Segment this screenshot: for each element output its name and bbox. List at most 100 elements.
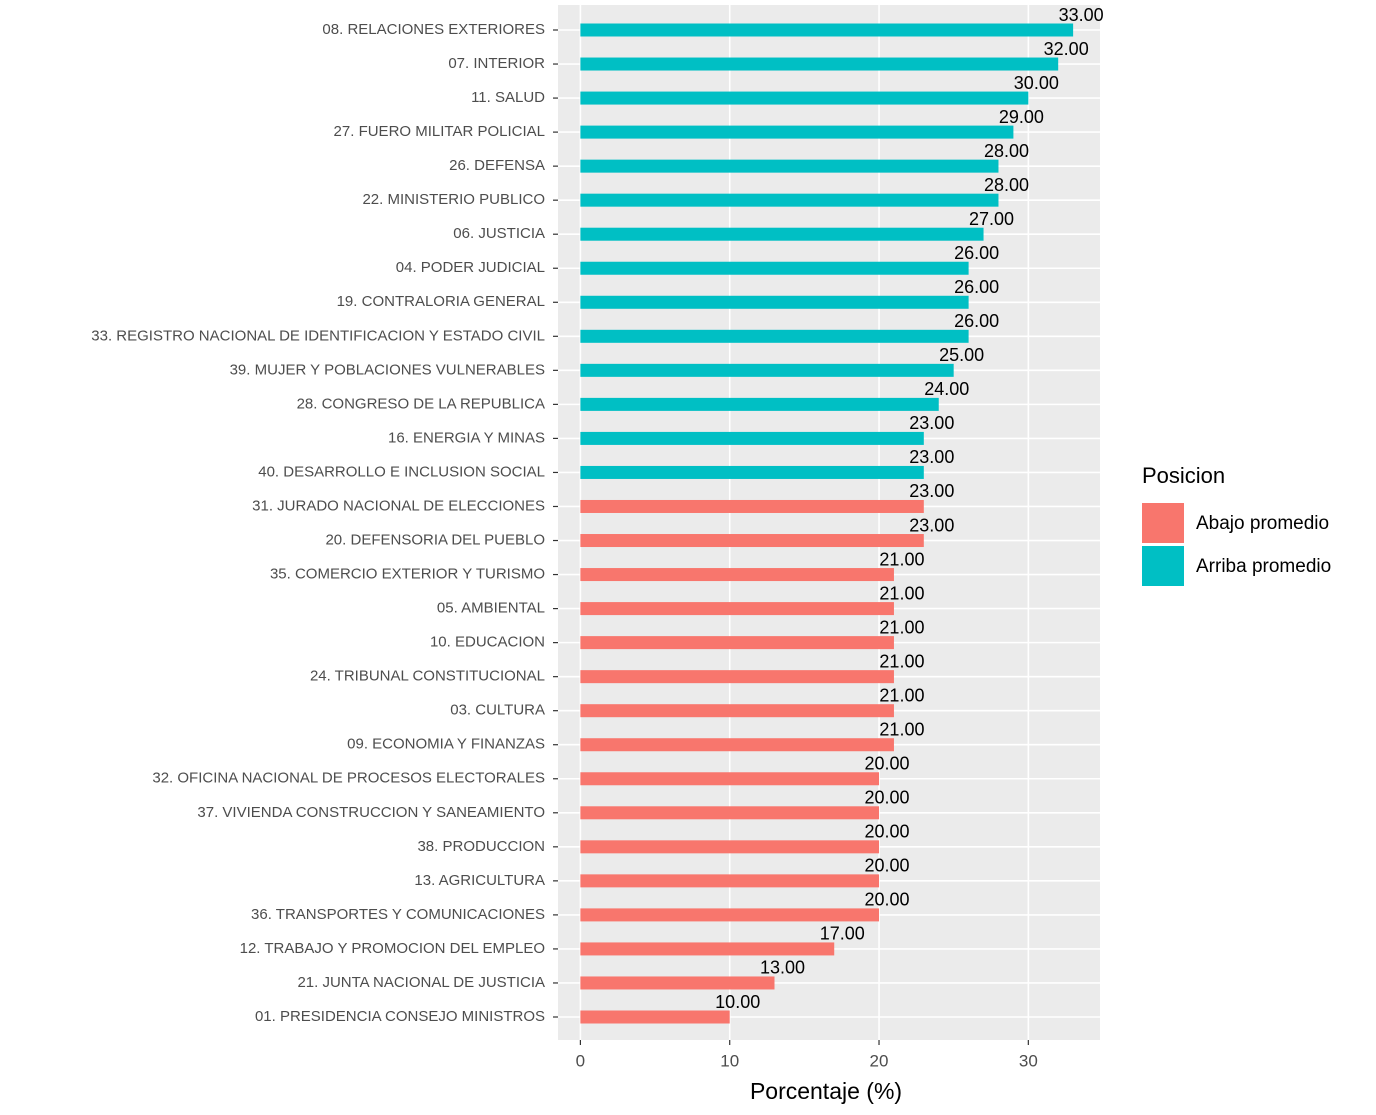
bar (580, 806, 880, 820)
bar (580, 568, 894, 582)
data-label: 21.00 (879, 617, 924, 637)
bar (580, 738, 894, 752)
bar (580, 397, 939, 411)
bar (580, 261, 969, 275)
bar (580, 636, 894, 650)
x-tick-label: 0 (576, 1051, 585, 1070)
bar (580, 670, 894, 684)
y-tick-label: 28. CONGRESO DE LA REPUBLICA (297, 395, 545, 412)
legend-label: Arriba promedio (1196, 556, 1331, 577)
data-label: 21.00 (879, 719, 924, 739)
bar (580, 431, 924, 445)
bar (580, 363, 954, 377)
bar (580, 227, 984, 241)
data-label: 23.00 (909, 413, 954, 433)
bar (580, 159, 999, 173)
data-label: 21.00 (879, 651, 924, 671)
y-tick-label: 11. SALUD (471, 89, 545, 106)
bar (580, 874, 880, 888)
bar (580, 193, 999, 207)
data-label: 13.00 (760, 958, 805, 978)
y-tick-label: 13. AGRICULTURA (414, 872, 545, 889)
data-label: 26.00 (954, 243, 999, 263)
y-tick-label: 10. EDUCACION (430, 634, 545, 651)
data-label: 23.00 (909, 515, 954, 535)
data-label: 23.00 (909, 481, 954, 501)
data-label: 21.00 (879, 685, 924, 705)
y-tick-label: 07. INTERIOR (448, 55, 545, 72)
data-label: 29.00 (999, 107, 1044, 127)
data-label: 17.00 (820, 924, 865, 944)
bar (580, 125, 1014, 139)
y-tick-label: 32. OFICINA NACIONAL DE PROCESOS ELECTOR… (152, 770, 545, 787)
y-tick-label: 05. AMBIENTAL (437, 600, 545, 617)
y-tick-label: 12. TRABAJO Y PROMOCION DEL EMPLEO (240, 940, 545, 957)
y-tick-label: 37. VIVIENDA CONSTRUCCION Y SANEAMIENTO (197, 804, 545, 821)
bar (580, 57, 1059, 71)
bar (580, 704, 894, 718)
y-tick-label: 26. DEFENSA (449, 157, 545, 174)
y-tick-label: 19. CONTRALORIA GENERAL (337, 293, 545, 310)
data-label: 21.00 (879, 549, 924, 569)
y-tick-label: 21. JUNTA NACIONAL DE JUSTICIA (297, 974, 545, 991)
data-label: 20.00 (864, 754, 909, 774)
y-tick-label: 31. JURADO NACIONAL DE ELECCIONES (252, 497, 545, 514)
data-label: 20.00 (864, 856, 909, 876)
bar (580, 23, 1074, 37)
y-tick-label: 35. COMERCIO EXTERIOR Y TURISMO (270, 566, 545, 583)
y-tick-label: 22. MINISTERIO PUBLICO (362, 191, 545, 208)
data-label: 23.00 (909, 447, 954, 467)
bar (580, 329, 969, 343)
data-label: 26.00 (954, 311, 999, 331)
x-tick-label: 10 (720, 1051, 739, 1070)
x-tick-label: 30 (1019, 1051, 1038, 1070)
y-tick-label: 20. DEFENSORIA DEL PUEBLO (325, 531, 545, 548)
legend-title: Posicion (1142, 463, 1225, 488)
y-tick-label: 06. JUSTICIA (453, 225, 545, 242)
data-label: 20.00 (864, 788, 909, 808)
bar (580, 772, 880, 786)
y-tick-label: 04. PODER JUDICIAL (396, 259, 545, 276)
y-tick-label: 36. TRANSPORTES Y COMUNICACIONES (251, 906, 545, 923)
y-tick-label: 24. TRIBUNAL CONSTITUCIONAL (310, 668, 545, 685)
x-axis-title: Porcentaje (%) (750, 1078, 902, 1104)
data-label: 32.00 (1044, 39, 1089, 59)
y-tick-label: 01. PRESIDENCIA CONSEJO MINISTROS (255, 1008, 545, 1025)
legend-key (1142, 503, 1184, 543)
y-tick-label: 16. ENERGIA Y MINAS (388, 429, 545, 446)
data-label: 26.00 (954, 277, 999, 297)
data-label: 10.00 (715, 992, 760, 1012)
data-label: 25.00 (939, 345, 984, 365)
y-tick-label: 09. ECONOMIA Y FINANZAS (347, 736, 545, 753)
bar (580, 295, 969, 309)
bar (580, 976, 775, 990)
data-label: 30.00 (1014, 73, 1059, 93)
y-tick-label: 27. FUERO MILITAR POLICIAL (334, 123, 545, 140)
data-label: 27.00 (969, 209, 1014, 229)
bar (580, 91, 1029, 105)
data-label: 28.00 (984, 141, 1029, 161)
y-tick-label: 03. CULTURA (450, 702, 545, 719)
data-label: 33.00 (1059, 5, 1104, 25)
plot-panel (558, 5, 1100, 1040)
data-label: 28.00 (984, 175, 1029, 195)
data-label: 20.00 (864, 890, 909, 910)
x-tick-label: 20 (870, 1051, 889, 1070)
bar (580, 499, 924, 513)
bar (580, 465, 924, 479)
data-label: 20.00 (864, 822, 909, 842)
bar (580, 602, 894, 616)
bar (580, 908, 880, 922)
data-label: 24.00 (924, 379, 969, 399)
legend-key (1142, 546, 1184, 586)
y-tick-label: 40. DESARROLLO E INCLUSION SOCIAL (258, 463, 545, 480)
y-tick-label: 08. RELACIONES EXTERIORES (322, 21, 545, 38)
y-tick-label: 38. PRODUCCION (417, 838, 545, 855)
bar (580, 942, 835, 956)
legend-label: Abajo promedio (1196, 513, 1329, 534)
y-tick-label: 33. REGISTRO NACIONAL DE IDENTIFICACION … (91, 327, 545, 344)
data-label: 21.00 (879, 583, 924, 603)
y-tick-label: 39. MUJER Y POBLACIONES VULNERABLES (230, 361, 545, 378)
